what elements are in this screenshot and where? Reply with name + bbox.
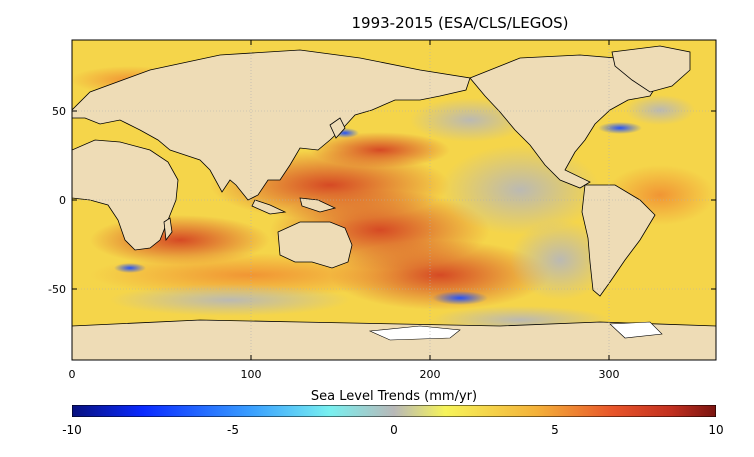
gridlines bbox=[72, 40, 716, 360]
y-tick-label: 50 bbox=[52, 105, 66, 118]
colorbar-tick-label: -5 bbox=[227, 423, 239, 437]
x-tick-label: 100 bbox=[241, 368, 262, 381]
axis-ticks bbox=[71, 40, 716, 360]
colorbar-tick-label: 0 bbox=[390, 423, 398, 437]
ross-ice-shelf bbox=[368, 325, 461, 341]
colorbar-title: Sea Level Trends (mm/yr) bbox=[310, 389, 478, 404]
colorbar-tick-label: 5 bbox=[551, 423, 559, 437]
weddell-ice-shelf bbox=[609, 321, 663, 339]
y-tick-label: -50 bbox=[48, 283, 66, 296]
x-tick-label: 300 bbox=[599, 368, 620, 381]
y-tick-label: 0 bbox=[59, 194, 66, 207]
map-field bbox=[72, 40, 716, 360]
colorbar bbox=[72, 405, 716, 417]
x-tick-label: 200 bbox=[420, 368, 441, 381]
colorbar-tick-label: 10 bbox=[708, 423, 724, 437]
axis-labels: 0 100 200 300 50 0 -50 bbox=[48, 105, 619, 381]
colorbar-tick-label: -10 bbox=[62, 423, 82, 437]
map-title: 1993-2015 (ESA/CLS/LEGOS) bbox=[351, 14, 569, 32]
x-tick-label: 0 bbox=[69, 368, 76, 381]
